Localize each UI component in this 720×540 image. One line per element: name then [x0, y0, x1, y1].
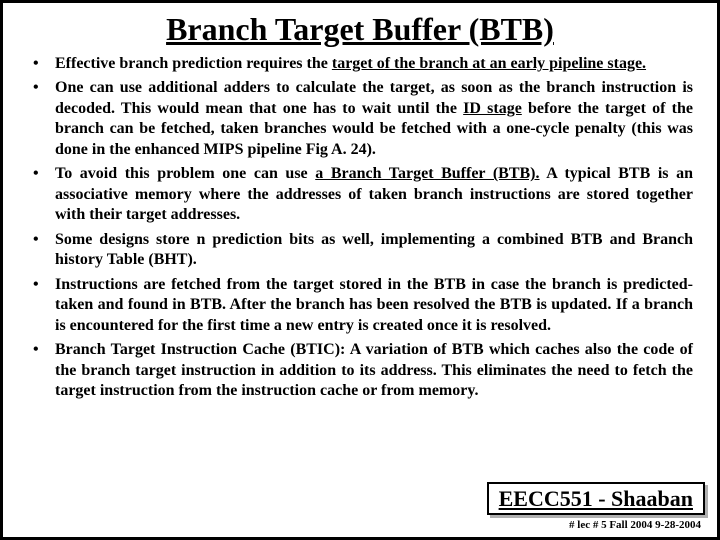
list-item: To avoid this problem one can use a Bran… [55, 164, 693, 225]
text: Instructions are fetched from the target… [55, 276, 693, 334]
text: Branch Target Instruction Cache (BTIC): … [55, 341, 693, 399]
list-item: Some designs store n prediction bits as … [55, 230, 693, 271]
text: Some designs store n prediction bits as … [55, 231, 693, 268]
text-underline: a Branch Target Buffer (BTB). [315, 165, 539, 182]
list-item: Branch Target Instruction Cache (BTIC): … [55, 340, 693, 401]
footer-meta: # lec # 5 Fall 2004 9-28-2004 [569, 519, 701, 531]
slide: Branch Target Buffer (BTB) Effective bra… [0, 0, 720, 540]
text-underline: ID stage [463, 100, 522, 117]
list-item: One can use additional adders to calcula… [55, 78, 693, 160]
course-badge: EECC551 - Shaaban [487, 482, 705, 515]
list-item: Instructions are fetched from the target… [55, 275, 693, 336]
page-title: Branch Target Buffer (BTB) [27, 11, 693, 48]
text: To avoid this problem one can use [55, 165, 315, 182]
bullet-list: Effective branch prediction requires the… [27, 54, 693, 402]
text-underline: target of the branch at an early pipelin… [332, 55, 646, 72]
text: Effective branch prediction requires the [55, 55, 332, 72]
list-item: Effective branch prediction requires the… [55, 54, 693, 74]
